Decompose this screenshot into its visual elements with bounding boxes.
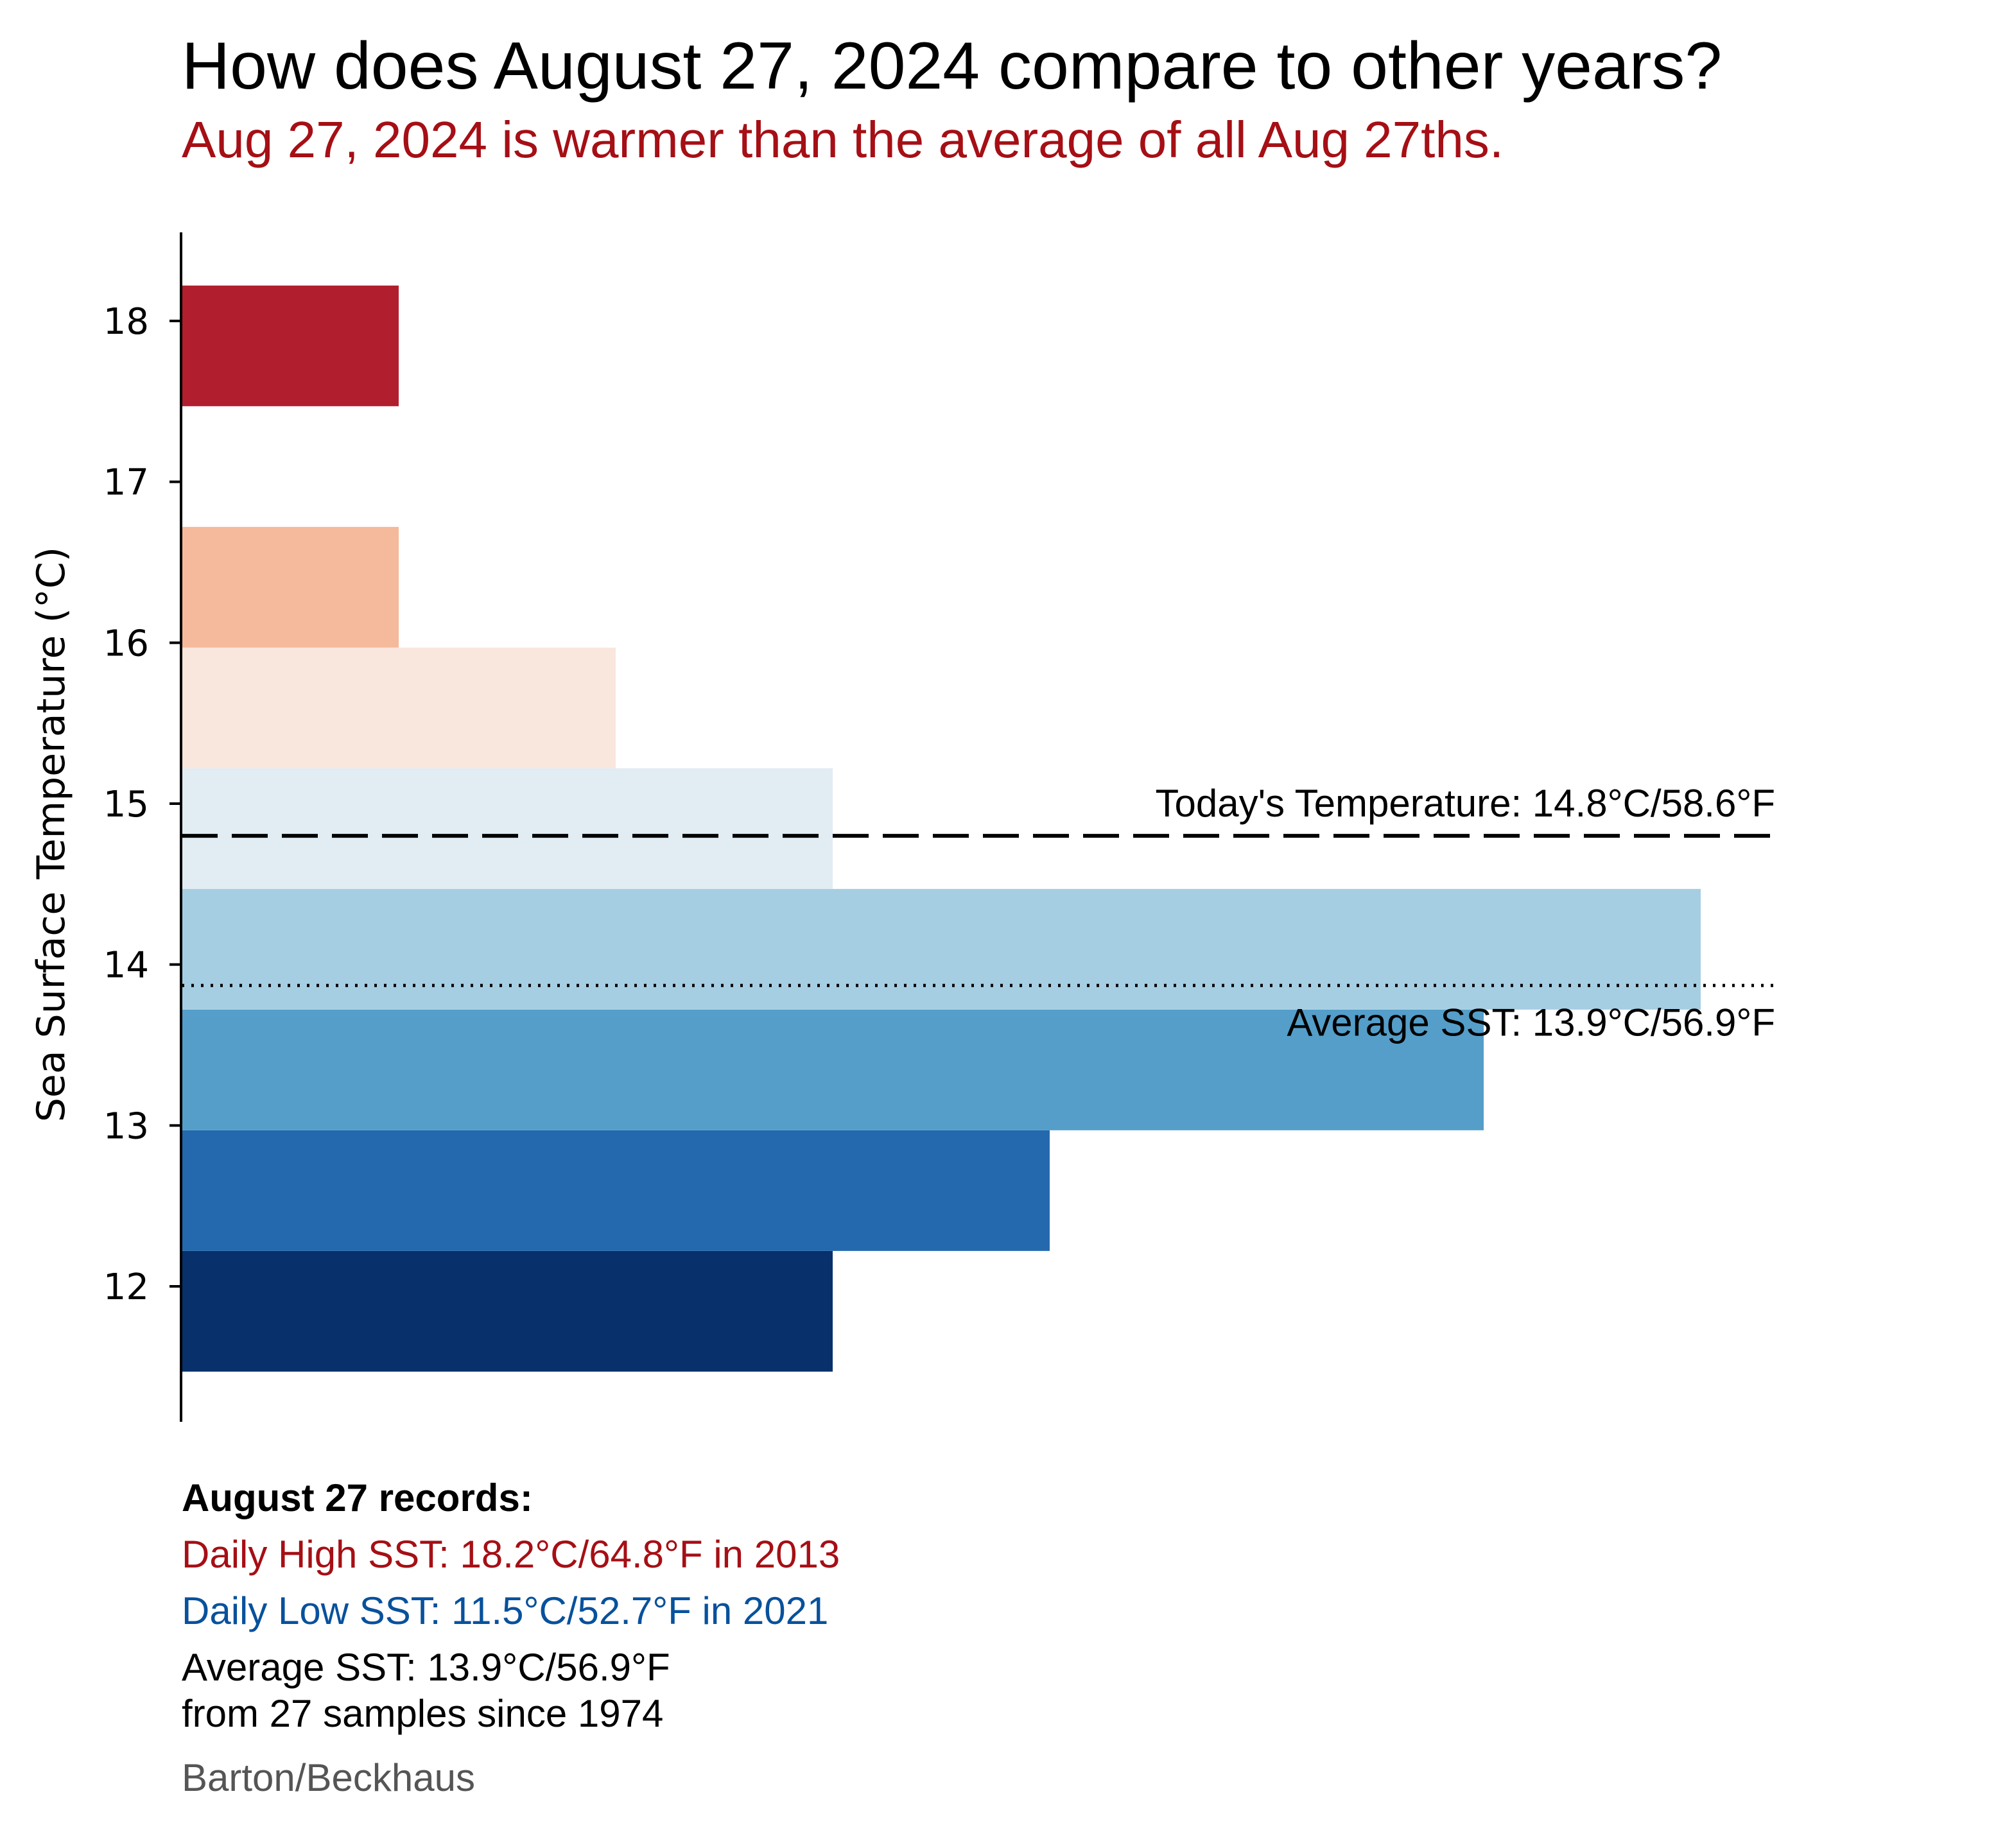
histogram-bar-0 (182, 1250, 833, 1372)
histogram-bar-5 (182, 647, 616, 768)
records-notes: August 27 records: Daily High SST: 18.2°… (182, 1470, 840, 1806)
y-tick-label: 14 (103, 945, 149, 987)
histogram-bar-6 (182, 526, 399, 648)
credit: Barton/Beckhaus (182, 1756, 475, 1799)
histogram-bar-8 (182, 285, 399, 406)
y-axis-label: Sea Surface Temperature (°C) (29, 547, 74, 1122)
average-sst-label: Average SST: 13.9°C/56.9°F (1287, 1001, 1775, 1044)
samples-note: from 27 samples since 1974 (182, 1692, 664, 1735)
histogram-bar-1 (182, 1130, 1050, 1251)
records-heading: August 27 records: (182, 1476, 533, 1519)
daily-low-record: Daily Low SST: 11.5°C/52.7°F in 2021 (182, 1589, 829, 1632)
average-sst-note: Average SST: 13.9°C/56.9°F (182, 1646, 670, 1689)
y-tick-label: 12 (103, 1266, 149, 1308)
chart-subtitle: Aug 27, 2024 is warmer than the average … (182, 111, 1504, 168)
y-tick-label: 18 (103, 301, 149, 343)
y-tick-label: 16 (103, 623, 149, 664)
today-temperature-label: Today's Temperature: 14.8°C/58.6°F (1155, 782, 1775, 825)
histogram-bar-4 (182, 768, 833, 889)
histogram-bars (182, 285, 1701, 1372)
y-tick-label: 15 (103, 784, 149, 825)
chart-title: How does August 27, 2024 compare to othe… (182, 29, 1722, 103)
daily-high-record: Daily High SST: 18.2°C/64.8°F in 2013 (182, 1533, 840, 1576)
histogram-bar-2 (182, 1009, 1484, 1130)
histogram-bar-3 (182, 888, 1701, 1010)
y-tick-label: 13 (103, 1105, 149, 1147)
y-axis-ticks: 12 13 14 15 16 17 18 (103, 301, 181, 1308)
y-tick-label: 17 (103, 462, 149, 504)
